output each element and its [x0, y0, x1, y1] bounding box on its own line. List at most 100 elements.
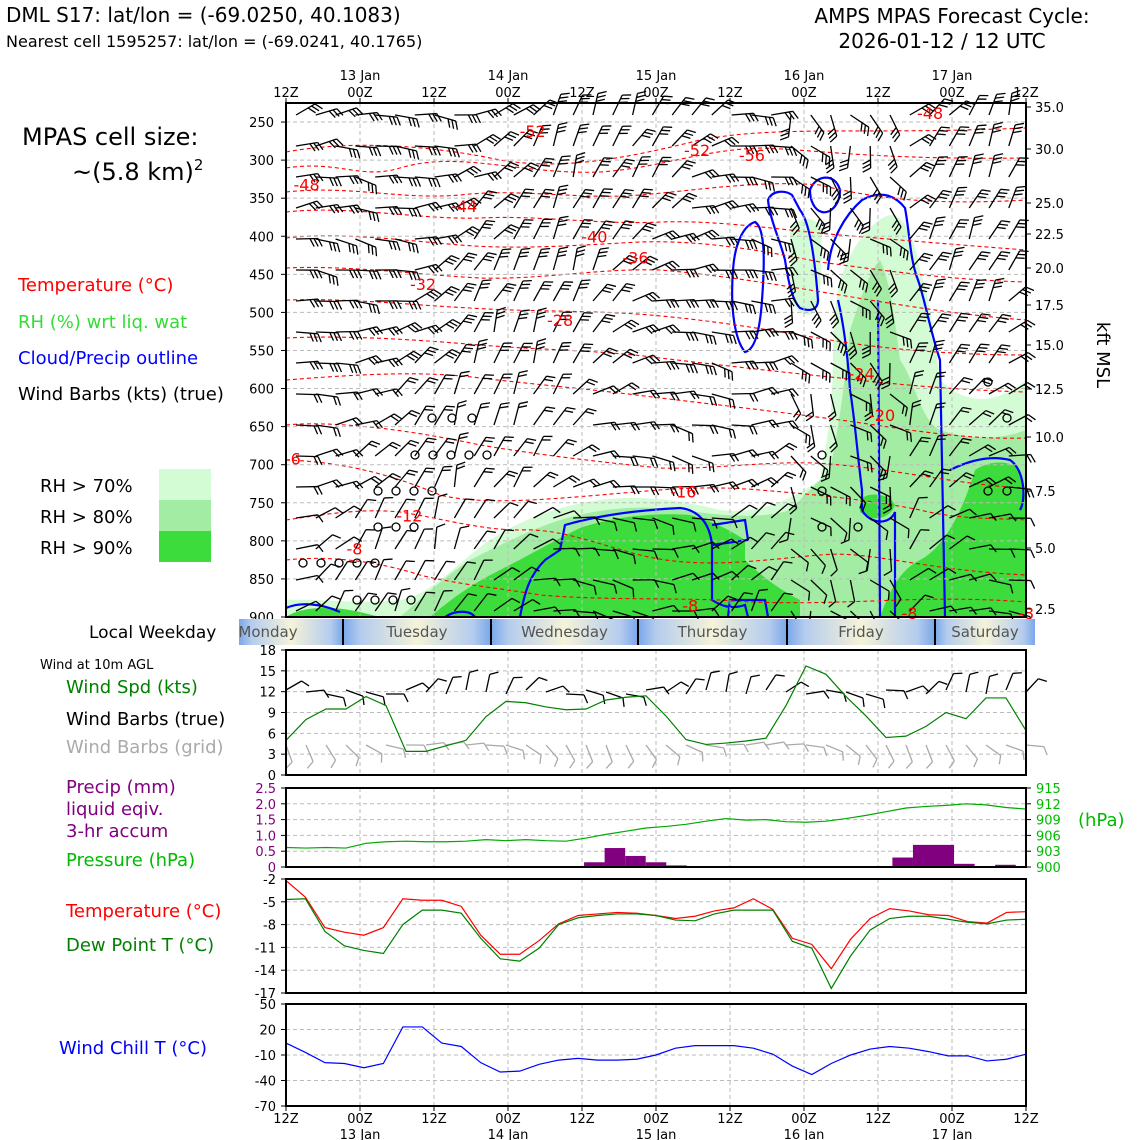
barb-staff — [829, 548, 838, 571]
barb-flag — [862, 163, 871, 169]
barb-flag — [712, 463, 715, 473]
wind-barb — [532, 338, 547, 364]
bottom-time-tick-label: 12Z — [865, 1112, 891, 1127]
barb-flag — [658, 163, 668, 166]
wind-barb — [573, 579, 597, 595]
barb-flag — [553, 758, 559, 768]
wind-barb — [592, 220, 615, 240]
barb-flag — [724, 368, 726, 378]
barb-flag — [847, 601, 856, 608]
barb-flag — [764, 116, 769, 126]
barb-flag — [375, 247, 378, 257]
barb-flag — [965, 472, 975, 477]
barb-flag — [660, 160, 670, 162]
barb-staff — [909, 567, 929, 581]
wind-barb — [493, 282, 517, 302]
wind-barb — [988, 121, 1003, 147]
barb-flag — [426, 591, 436, 594]
wind-barb — [552, 438, 577, 457]
kft-tick-label: 10.0 — [1035, 431, 1064, 446]
barb-flag — [579, 226, 589, 228]
barb-flag — [635, 98, 645, 102]
temperature-contour-label: -8 — [347, 539, 363, 558]
temperature-contour-label: -16 — [670, 482, 696, 501]
wind-barb — [493, 470, 518, 488]
barb-flag — [775, 674, 785, 677]
kft-tick-label: 15.0 — [1035, 339, 1064, 354]
barb-flag — [406, 472, 416, 476]
barb-flag — [328, 274, 331, 284]
barb-flag — [367, 498, 377, 502]
wind-barb — [572, 478, 601, 488]
barb-flag — [882, 439, 887, 449]
barb-flag — [575, 159, 585, 164]
bottom-time-tick-label: 00Z — [939, 1112, 965, 1127]
barb-flag — [540, 128, 550, 131]
barb-flag — [788, 389, 795, 398]
wind-barb — [533, 218, 553, 240]
surface-wind-barb-grid — [1025, 744, 1048, 756]
barb-flag — [425, 467, 436, 470]
barb-flag — [352, 205, 360, 214]
barb-staff — [866, 548, 871, 571]
wind-barb — [771, 388, 799, 398]
wind-barb — [770, 531, 795, 550]
wind-barb — [632, 455, 659, 468]
barb-flag — [427, 437, 437, 441]
barb-flag — [599, 195, 609, 197]
barb-flag — [664, 263, 673, 271]
barb-staff — [385, 744, 404, 750]
barb-flag — [884, 314, 893, 321]
barb-flag — [839, 159, 849, 164]
barb-flag — [539, 225, 549, 228]
surface-wind-barb-grid — [785, 743, 810, 752]
barb-flag — [749, 145, 755, 155]
barb-flag — [861, 221, 871, 227]
barb-flag — [661, 98, 671, 101]
wind-barb — [790, 579, 811, 601]
barb-flag — [807, 338, 810, 348]
barb-flag — [406, 379, 416, 384]
barb-staff — [315, 507, 336, 519]
barb-flag — [878, 473, 888, 478]
barb-flag — [766, 532, 775, 536]
panel-ytick-label: 9 — [268, 707, 276, 722]
barb-staff — [533, 606, 556, 612]
barb-flag — [938, 104, 948, 108]
wind-barb — [632, 486, 660, 496]
barb-flag — [352, 149, 357, 158]
barb-flag — [519, 401, 529, 405]
barb-flag — [644, 225, 654, 230]
barb-flag — [606, 350, 615, 355]
barb-flag — [374, 475, 383, 483]
wind-barb — [909, 594, 934, 612]
barb-flag — [485, 255, 495, 259]
barb-staff — [354, 499, 368, 519]
barb-flag — [942, 189, 952, 193]
wind-barb — [572, 312, 593, 333]
barb-flag — [974, 215, 984, 219]
barb-flag — [669, 424, 676, 433]
barb-flag — [626, 282, 636, 286]
barb-flag — [520, 226, 530, 228]
barb-flag — [673, 549, 679, 558]
barb-staff — [305, 744, 314, 762]
barb-flag — [348, 205, 356, 214]
barb-flag — [934, 286, 944, 289]
barb-flag — [865, 402, 868, 412]
surface-wind-barb-true — [465, 669, 479, 691]
barb-flag — [578, 286, 588, 289]
barb-staff — [889, 579, 902, 600]
wind-barb — [513, 370, 528, 395]
barb-staff — [665, 744, 681, 758]
barb-flag — [355, 107, 364, 115]
barb-staff — [325, 693, 344, 699]
barb-flag — [452, 318, 461, 325]
barb-flag — [689, 269, 696, 278]
barb-flag — [802, 471, 807, 481]
barb-flag — [940, 193, 950, 197]
cell-size-value: ~(5.8 km)2 — [72, 156, 203, 186]
barb-staff — [553, 547, 576, 550]
cloud-outlines — [286, 176, 1025, 617]
top-time-tick-label: 00Z — [347, 86, 373, 101]
